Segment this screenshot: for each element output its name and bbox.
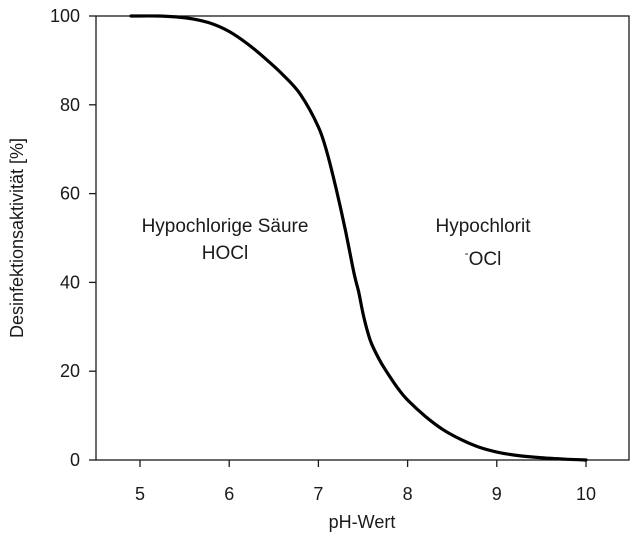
x-tick-label: 7 xyxy=(313,484,323,504)
plot-frame xyxy=(95,15,630,461)
y-tick-label: 60 xyxy=(60,184,80,204)
y-axis-ticks: 0 20 40 60 80 100 xyxy=(50,6,96,470)
x-tick-label: 10 xyxy=(576,484,596,504)
y-tick-label: 100 xyxy=(50,6,80,26)
series-line xyxy=(129,14,588,462)
annotation-ocl-superscript: - xyxy=(465,246,469,260)
y-tick-label: 0 xyxy=(70,450,80,470)
annotation-hocl-line2: HOCl xyxy=(202,243,248,264)
annotation-ocl-line2: -OCl xyxy=(465,246,502,270)
x-tick-label: 6 xyxy=(224,484,234,504)
annotation-hocl-line1: Hypochlorige Säure xyxy=(142,216,309,237)
y-tick-label: 20 xyxy=(60,361,80,381)
annotation-ocl-formula: OCl xyxy=(469,249,502,270)
x-tick-label: 5 xyxy=(135,484,145,504)
y-tick-label: 80 xyxy=(60,95,80,115)
x-axis-label: pH-Wert xyxy=(329,512,396,532)
x-tick-label: 9 xyxy=(492,484,502,504)
y-tick-label: 40 xyxy=(60,272,80,292)
x-axis-ticks: 5 6 7 8 9 10 xyxy=(135,460,596,504)
y-axis-label: Desinfektionsaktivität [%] xyxy=(7,138,27,338)
annotation-ocl-line1: Hypochlorit xyxy=(435,216,531,237)
x-tick-label: 8 xyxy=(403,484,413,504)
